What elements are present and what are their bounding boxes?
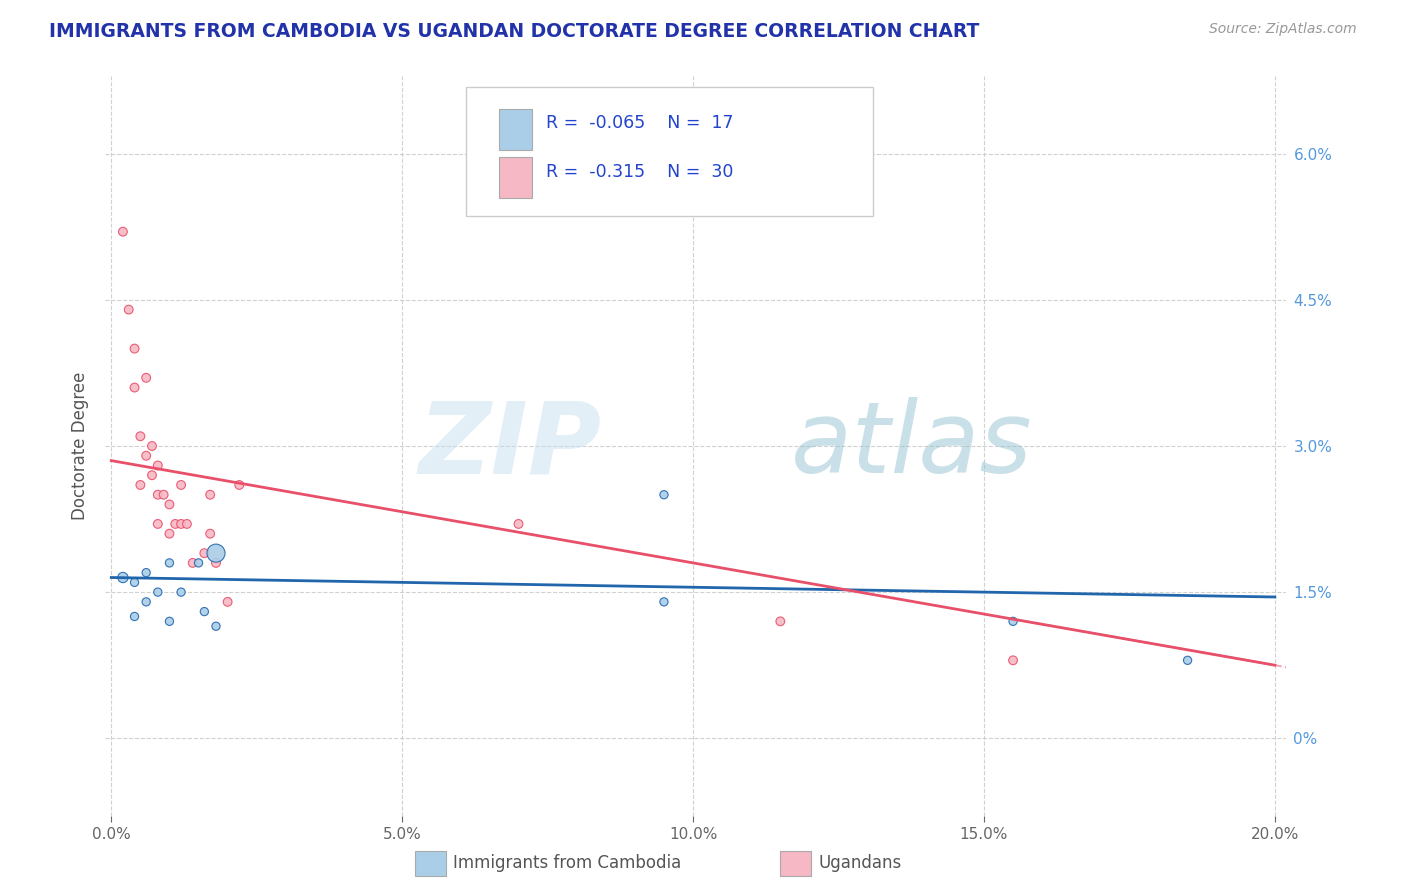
Point xyxy=(652,595,675,609)
Text: atlas: atlas xyxy=(790,398,1032,494)
Point xyxy=(159,556,181,570)
Text: Source: ZipAtlas.com: Source: ZipAtlas.com xyxy=(1209,22,1357,37)
Point xyxy=(198,526,221,541)
Point xyxy=(508,516,530,531)
Point xyxy=(146,516,169,531)
Point xyxy=(124,609,146,624)
Point xyxy=(217,595,239,609)
Point xyxy=(146,585,169,599)
Point xyxy=(124,380,146,394)
Point xyxy=(159,615,181,629)
FancyBboxPatch shape xyxy=(465,87,873,217)
Text: Ugandans: Ugandans xyxy=(818,855,901,872)
Point xyxy=(129,429,152,443)
Point xyxy=(135,449,157,463)
Point xyxy=(769,615,792,629)
Point xyxy=(135,595,157,609)
Point xyxy=(135,371,157,385)
Point xyxy=(193,605,215,619)
Point xyxy=(205,556,228,570)
Point xyxy=(187,556,209,570)
Point xyxy=(170,585,193,599)
Text: IMMIGRANTS FROM CAMBODIA VS UGANDAN DOCTORATE DEGREE CORRELATION CHART: IMMIGRANTS FROM CAMBODIA VS UGANDAN DOCT… xyxy=(49,22,980,41)
Text: Immigrants from Cambodia: Immigrants from Cambodia xyxy=(453,855,681,872)
Point xyxy=(170,516,193,531)
FancyBboxPatch shape xyxy=(499,109,531,150)
Text: R =  -0.065    N =  17: R = -0.065 N = 17 xyxy=(546,114,734,132)
Point xyxy=(165,516,187,531)
Point xyxy=(111,225,134,239)
Point xyxy=(141,439,163,453)
Point xyxy=(193,546,215,560)
Point xyxy=(228,478,250,492)
Point xyxy=(159,498,181,512)
Point xyxy=(124,575,146,590)
Point xyxy=(198,488,221,502)
Point xyxy=(181,556,204,570)
Point xyxy=(1002,653,1025,667)
Point xyxy=(146,458,169,473)
Y-axis label: Doctorate Degree: Doctorate Degree xyxy=(72,372,90,520)
Text: R =  -0.315    N =  30: R = -0.315 N = 30 xyxy=(546,163,734,181)
Point xyxy=(170,478,193,492)
Point xyxy=(205,619,228,633)
Point xyxy=(176,516,198,531)
Point xyxy=(152,488,174,502)
Point xyxy=(129,478,152,492)
Point xyxy=(652,488,675,502)
Point xyxy=(124,342,146,356)
Text: ZIP: ZIP xyxy=(419,398,602,494)
FancyBboxPatch shape xyxy=(499,157,531,198)
Point xyxy=(118,302,141,317)
Point xyxy=(146,488,169,502)
Point xyxy=(111,570,134,584)
Point xyxy=(159,526,181,541)
Point xyxy=(205,546,228,560)
Point xyxy=(1002,615,1025,629)
Point xyxy=(141,468,163,483)
Point xyxy=(1177,653,1199,667)
Point xyxy=(135,566,157,580)
